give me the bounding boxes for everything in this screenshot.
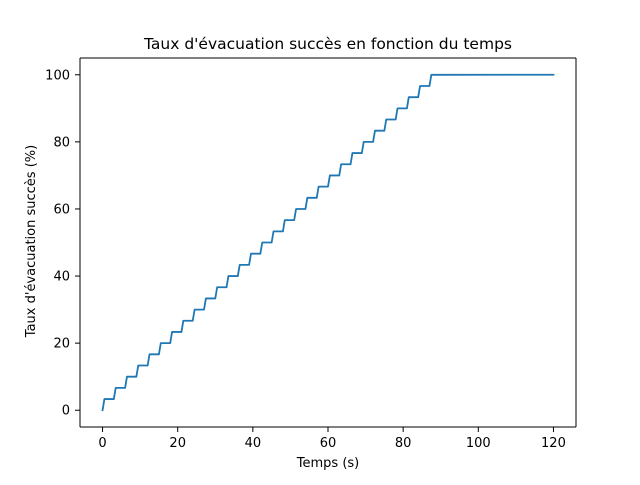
x-tick-label: 20 <box>169 436 186 451</box>
y-tick-label: 80 <box>53 135 70 150</box>
x-tick-label: 120 <box>541 436 566 451</box>
x-axis-label: Temps (s) <box>296 456 359 471</box>
y-tick-label: 0 <box>62 404 70 419</box>
x-tick-label: 60 <box>320 436 337 451</box>
y-tick-label: 60 <box>53 202 70 217</box>
y-tick-label: 40 <box>53 270 70 285</box>
x-tick-label: 0 <box>98 436 106 451</box>
x-tick-label: 40 <box>245 436 262 451</box>
chart-title: Taux d'évacuation succès en fonction du … <box>143 35 512 53</box>
plot-area: 0 20 40 60 80 100 120 0 20 40 60 80 100 <box>45 57 577 451</box>
y-tick-label: 100 <box>45 68 70 83</box>
x-tick-label: 100 <box>466 436 491 451</box>
x-tick-label: 80 <box>395 436 412 451</box>
y-axis-label: Taux d'évacuation succès (%) <box>24 145 39 338</box>
series-line <box>101 73 555 412</box>
y-tick-label: 20 <box>53 337 70 352</box>
